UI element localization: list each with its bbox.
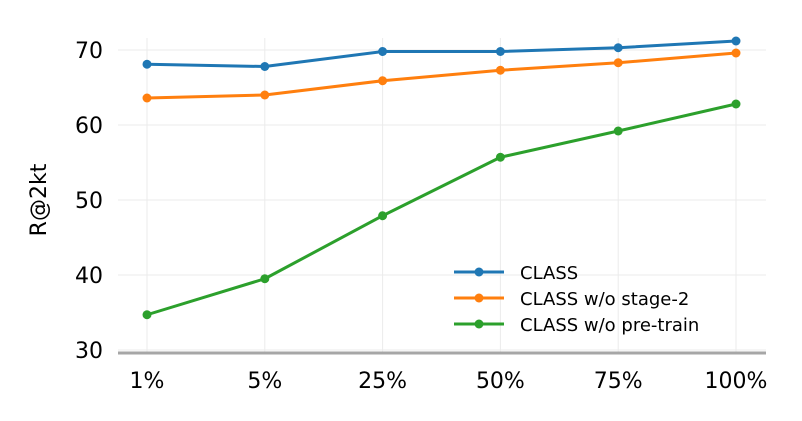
series-line — [146, 102, 737, 317]
series-line — [146, 39, 737, 68]
legend-marker — [474, 267, 484, 277]
legend-item: CLASS w/o stage-2 — [454, 289, 689, 310]
data-point — [613, 58, 623, 68]
x-tick-label: 100% — [705, 369, 768, 394]
data-point — [378, 76, 388, 86]
legend-label: CLASS w/o pre-train — [520, 315, 699, 336]
data-point — [378, 211, 388, 221]
data-point — [731, 99, 741, 109]
y-tick-label: 70 — [75, 39, 103, 64]
legend-marker — [474, 319, 484, 329]
legend-label: CLASS w/o stage-2 — [520, 289, 689, 310]
data-point — [731, 48, 741, 58]
legend-item: CLASS w/o pre-train — [454, 315, 699, 336]
x-tick-label: 25% — [358, 369, 407, 394]
data-point — [495, 47, 505, 56]
legend-item: CLASS — [454, 263, 578, 284]
data-point — [260, 62, 270, 71]
data-point — [142, 310, 152, 320]
series-1 — [142, 36, 741, 71]
x-tick-label: 1% — [130, 369, 165, 394]
series-2 — [142, 48, 741, 103]
y-tick-label: 30 — [75, 339, 103, 364]
y-tick-label: 40 — [75, 264, 103, 289]
data-point — [495, 152, 505, 162]
series-line — [146, 51, 737, 100]
data-point — [260, 90, 270, 100]
data-point — [495, 65, 505, 75]
y-axis: 30 40 50 60 70 — [75, 39, 103, 364]
x-tick-label: 50% — [476, 369, 525, 394]
data-point — [260, 274, 270, 284]
x-tick-label: 75% — [594, 369, 643, 394]
x-axis: 1% 5% 25% 50% 75% 100% — [130, 369, 768, 394]
series-3 — [142, 99, 741, 320]
legend: CLASS CLASS w/o stage-2 CLASS w/o pre-trai… — [454, 263, 699, 336]
series-group — [142, 36, 741, 320]
data-point — [378, 47, 388, 56]
data-point — [613, 126, 623, 136]
legend-label: CLASS — [520, 263, 578, 284]
data-point — [142, 93, 152, 103]
y-axis-label: R@2kt — [27, 163, 52, 236]
y-tick-label: 50 — [75, 189, 103, 214]
x-tick-label: 5% — [247, 369, 282, 394]
data-point — [142, 59, 152, 69]
data-point — [731, 36, 741, 46]
y-tick-label: 60 — [75, 114, 103, 139]
legend-marker — [474, 293, 484, 303]
data-point — [613, 43, 623, 53]
